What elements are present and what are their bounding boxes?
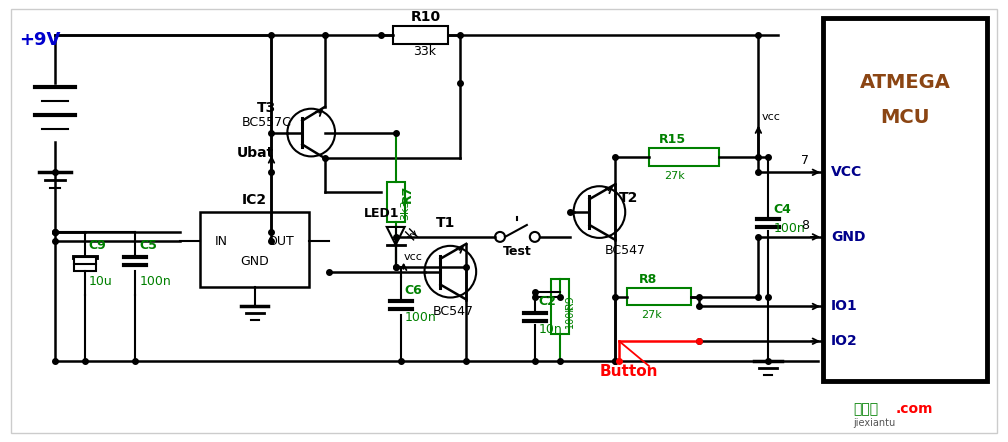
Bar <box>387 182 404 222</box>
Text: C6: C6 <box>404 283 422 297</box>
Text: IC2: IC2 <box>242 193 267 207</box>
Text: IO1: IO1 <box>831 300 858 313</box>
Text: 33k: 33k <box>412 45 435 58</box>
Text: 7: 7 <box>801 154 809 168</box>
Text: IO2: IO2 <box>831 334 858 348</box>
Bar <box>200 212 309 286</box>
Text: +9V: +9V <box>19 31 60 49</box>
Text: C2: C2 <box>539 295 556 309</box>
Text: OUT: OUT <box>267 235 294 248</box>
Text: GND: GND <box>831 230 866 244</box>
Text: R7: R7 <box>400 185 413 203</box>
Text: Button: Button <box>600 364 658 378</box>
Text: T2: T2 <box>619 191 639 205</box>
Text: LED1: LED1 <box>364 207 399 220</box>
Text: 接线图: 接线图 <box>853 402 878 416</box>
Text: R8: R8 <box>639 273 657 286</box>
Text: BC547: BC547 <box>432 305 474 318</box>
Text: vcc: vcc <box>403 252 422 262</box>
Text: R15: R15 <box>659 133 686 146</box>
Text: 10n: 10n <box>539 323 562 336</box>
Text: 100n: 100n <box>773 222 805 235</box>
Text: R10: R10 <box>410 10 440 24</box>
Text: vcc: vcc <box>761 112 780 122</box>
Text: 8: 8 <box>801 219 809 232</box>
Text: VCC: VCC <box>831 165 862 179</box>
Bar <box>627 288 690 305</box>
Text: R9: R9 <box>564 294 575 309</box>
Text: T3: T3 <box>257 101 276 115</box>
Text: C9: C9 <box>89 239 107 252</box>
Text: 27k: 27k <box>641 310 662 320</box>
Text: Ubat: Ubat <box>237 146 274 160</box>
Text: jiexiantu: jiexiantu <box>853 418 895 428</box>
Text: 27k: 27k <box>664 171 684 181</box>
Text: 3k3: 3k3 <box>400 200 410 220</box>
Bar <box>649 149 719 166</box>
Text: GND: GND <box>240 255 269 268</box>
Text: T1: T1 <box>435 216 455 230</box>
Text: 100n: 100n <box>404 311 436 324</box>
Bar <box>823 18 987 381</box>
Text: 100k: 100k <box>564 305 575 328</box>
Text: ATMEGA: ATMEGA <box>860 73 951 92</box>
Text: C4: C4 <box>773 203 791 216</box>
Text: BC547: BC547 <box>605 244 645 257</box>
Bar <box>550 278 569 334</box>
Text: BC557C: BC557C <box>242 116 291 129</box>
Bar <box>393 26 449 44</box>
Text: IN: IN <box>215 235 228 248</box>
Bar <box>74 257 96 271</box>
Text: Test: Test <box>503 245 531 258</box>
Text: .com: .com <box>895 402 933 416</box>
Text: 10u: 10u <box>89 274 112 288</box>
Text: MCU: MCU <box>880 108 929 127</box>
Text: 100n: 100n <box>139 274 171 288</box>
Text: C5: C5 <box>139 239 157 252</box>
